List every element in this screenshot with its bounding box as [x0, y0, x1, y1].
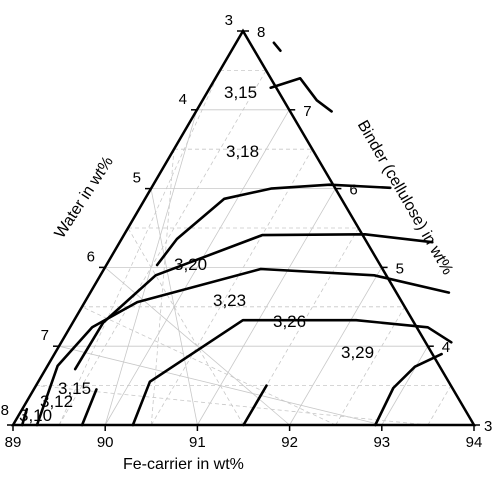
contour-label-3-29: 3,29: [341, 343, 374, 362]
bottom-tick-label: 89: [5, 434, 22, 451]
left-tick-label: 5: [133, 170, 141, 187]
grid-line: [81, 306, 336, 426]
contour-line-3-20: [155, 183, 392, 267]
bottom-tick-label: 91: [189, 434, 206, 451]
grid-line: [58, 345, 382, 426]
contour-line-3-26: [35, 267, 451, 427]
left-tick-label: 4: [179, 91, 187, 108]
grid-line: [58, 70, 221, 426]
contour-label-3-15-bottom: 3,15: [58, 379, 91, 398]
right-tick-label: 4: [442, 339, 450, 356]
left-tick-label: 6: [87, 248, 95, 265]
contour-label-3-15-top: 3,15: [224, 83, 257, 102]
contour-lines: [20, 41, 453, 427]
bottom-axis-label: Fe-carrier in wt%: [123, 456, 244, 473]
bottom-tick-label: 93: [373, 434, 390, 451]
grid-line: [289, 267, 382, 426]
triangle-frame: [10, 28, 477, 427]
grid: [35, 70, 452, 426]
right-tick-label: 6: [349, 182, 357, 199]
contour-label-3-12: 3,12: [40, 392, 73, 411]
contour-line-3-18: [269, 77, 333, 113]
grid-line: [381, 345, 429, 426]
contour-line-3-23: [73, 233, 434, 371]
contour-label-3-18: 3,18: [226, 142, 259, 161]
contour-line-3-29: [373, 352, 443, 427]
contour-line-3-15: [272, 41, 282, 53]
left-tick-label: 7: [41, 327, 49, 344]
right-axis-label: Binder (cellulose) in wt%: [354, 118, 456, 278]
grid-line: [427, 385, 452, 426]
grid-line: [127, 227, 244, 426]
contour-label-3-23: 3,23: [213, 291, 246, 310]
bottom-tick-label: 92: [281, 434, 298, 451]
left-axis-label: Water in wt%: [52, 154, 117, 242]
left-tick-label: 8: [1, 402, 9, 419]
grid-line: [150, 148, 313, 426]
grid-line: [35, 385, 428, 426]
contour-line-3-29: [131, 318, 453, 427]
contour-line-3-18: [80, 388, 98, 427]
right-tick-label: 5: [396, 260, 404, 277]
contour-line-3-23: [242, 384, 268, 427]
right-tick-label: 8: [257, 24, 265, 41]
contour-label-3-10: 3,10: [19, 406, 52, 425]
grid-line: [335, 306, 406, 426]
right-tick-label: 3: [484, 418, 492, 435]
bottom-tick-label: 90: [97, 434, 114, 451]
contour-label-3-26: 3,26: [273, 312, 306, 331]
bottom-tick-label: 94: [466, 434, 483, 451]
right-tick-label: 7: [303, 103, 311, 120]
contour-label-3-20: 3,20: [174, 255, 207, 274]
contour-line-3-10: [20, 407, 29, 427]
left-tick-label: 3: [225, 12, 233, 29]
